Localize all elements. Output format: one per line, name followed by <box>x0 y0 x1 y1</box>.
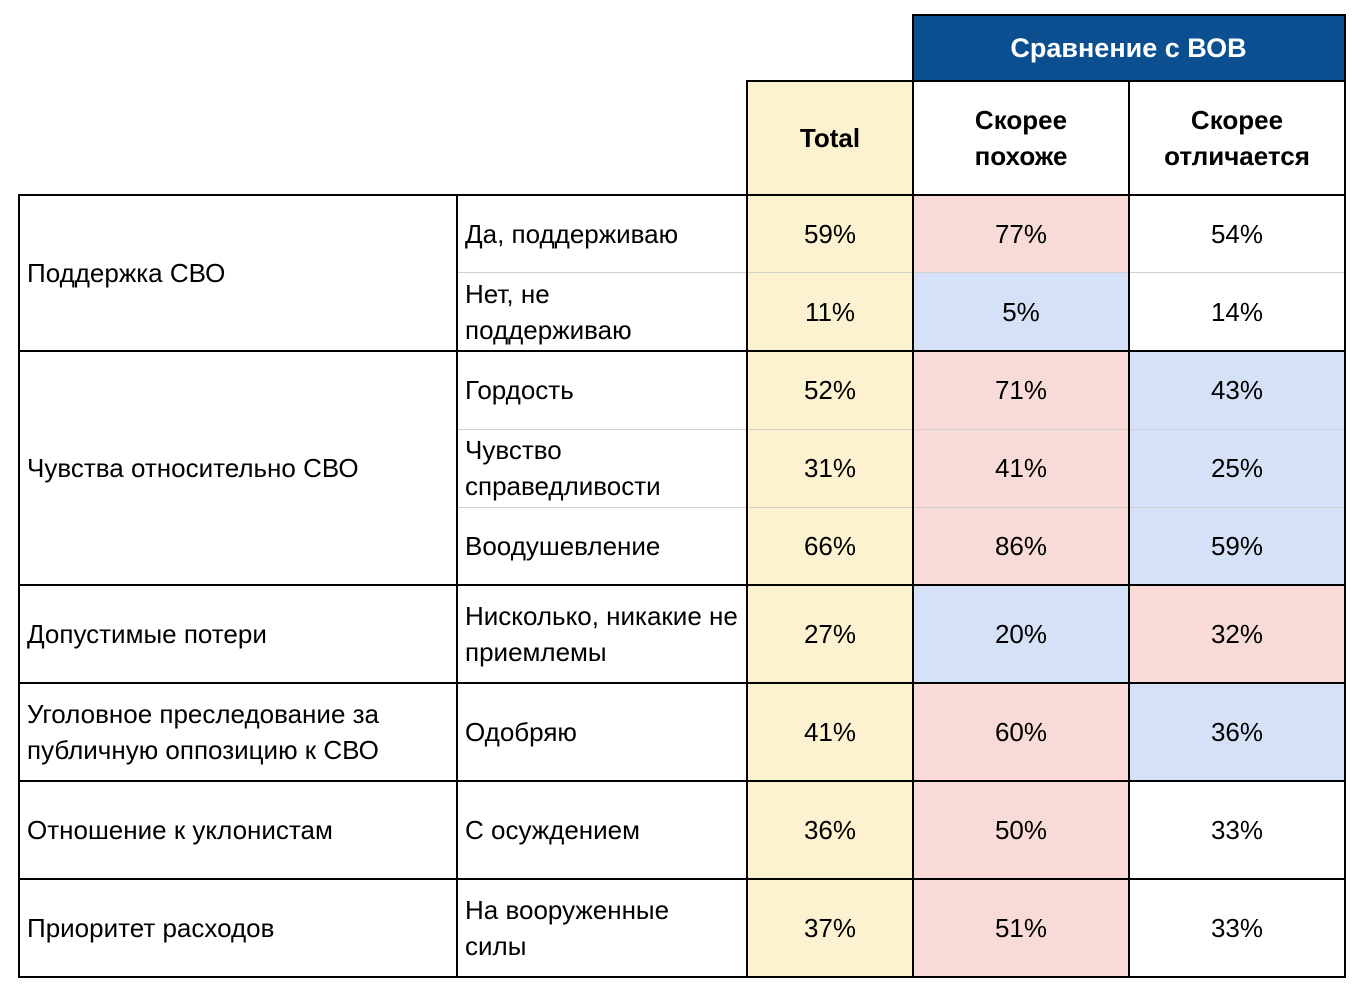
total-value: 31% <box>747 429 913 507</box>
table-border <box>18 194 20 978</box>
row-divider <box>458 507 1344 508</box>
table-border <box>1128 80 1130 978</box>
answer-cell: С осуждением <box>457 781 747 879</box>
differs-value: 25% <box>1129 429 1345 507</box>
differs-value: 43% <box>1129 351 1345 429</box>
table-border <box>18 682 1346 684</box>
similar-value: 77% <box>913 195 1129 273</box>
total-value: 37% <box>747 879 913 977</box>
total-value: 59% <box>747 195 913 273</box>
differs-value: 32% <box>1129 585 1345 683</box>
table-border <box>912 14 914 978</box>
table-border <box>18 976 1346 978</box>
similar-column-header: Скорее похоже <box>945 81 1097 195</box>
total-value: 52% <box>747 351 913 429</box>
similar-value: 71% <box>913 351 1129 429</box>
total-value: 11% <box>747 273 913 351</box>
similar-value: 41% <box>913 429 1129 507</box>
differs-value: 14% <box>1129 273 1345 351</box>
answer-cell: Одобряю <box>457 683 747 781</box>
table-border <box>18 350 1346 352</box>
category-cell: Уголовное преследование за публичную опп… <box>19 683 444 781</box>
differs-value: 33% <box>1129 781 1345 879</box>
similar-value: 51% <box>913 879 1129 977</box>
table-border <box>1344 14 1346 978</box>
answer-cell: Нисколько, никакие не приемлемы <box>457 585 747 683</box>
group-header-title: Сравнение с ВОВ <box>912 15 1345 81</box>
similar-value: 5% <box>913 273 1129 351</box>
total-value: 36% <box>747 781 913 879</box>
differs-value: 54% <box>1129 195 1345 273</box>
similar-value: 50% <box>913 781 1129 879</box>
table-border <box>746 80 1346 82</box>
category-cell: Допустимые потери <box>19 585 457 683</box>
table-border <box>18 584 1346 586</box>
table-border <box>456 194 458 978</box>
total-value: 27% <box>747 585 913 683</box>
answer-cell: Воодушевление <box>457 507 747 585</box>
answer-cell: Нет, не поддерживаю <box>457 273 687 351</box>
similar-value: 20% <box>913 585 1129 683</box>
table-border <box>18 878 1346 880</box>
total-value: 41% <box>747 683 913 781</box>
differs-value: 59% <box>1129 507 1345 585</box>
answer-cell: Да, поддерживаю <box>457 195 747 273</box>
category-cell: Чувства относительно СВО <box>19 351 457 585</box>
differs-value: 33% <box>1129 879 1345 977</box>
row-divider <box>458 272 1344 273</box>
total-value: 66% <box>747 507 913 585</box>
answer-cell: Гордость <box>457 351 747 429</box>
category-cell: Приоритет расходов <box>19 879 457 977</box>
answer-cell: На вооруженные силы <box>457 879 712 977</box>
table-border <box>18 780 1346 782</box>
similar-value: 86% <box>913 507 1129 585</box>
category-cell: Поддержка СВО <box>19 195 457 351</box>
answer-cell: Чувство справедливости <box>457 429 737 507</box>
differs-column-header: Скорее отличается <box>1140 81 1334 195</box>
row-divider <box>458 429 1344 430</box>
table-border <box>746 80 748 978</box>
similar-value: 60% <box>913 683 1129 781</box>
total-column-header: Total <box>747 81 913 195</box>
category-cell: Отношение к уклонистам <box>19 781 457 879</box>
table-border <box>912 14 1346 16</box>
table-border <box>18 194 1346 196</box>
differs-value: 36% <box>1129 683 1345 781</box>
